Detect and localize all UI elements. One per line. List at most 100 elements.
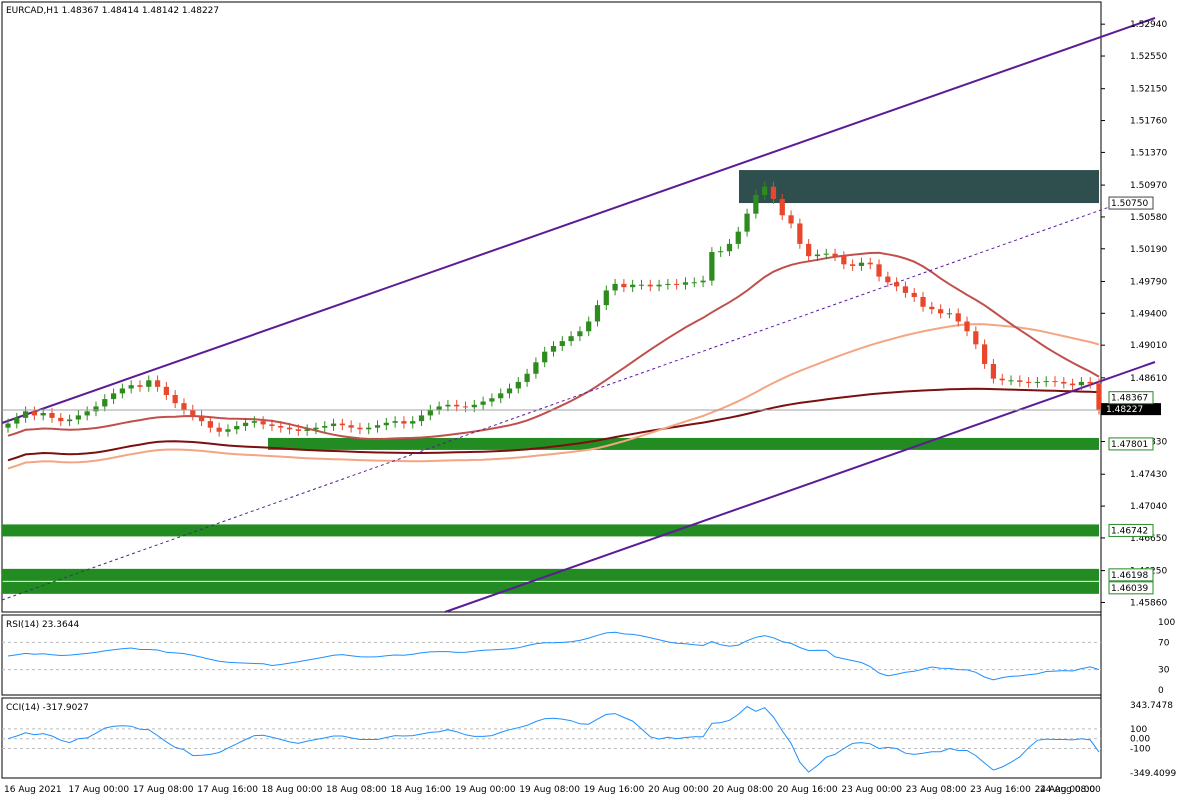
current-price-box [1101,403,1161,416]
candle-body [902,286,909,293]
x-tick-label: 17 Aug 08:00 [133,785,194,795]
candle-body [1008,380,1014,382]
candle-body [700,280,706,283]
candle-body [172,394,178,404]
y-tick-label: 1.49400 [1130,309,1167,319]
candle-body [295,429,301,431]
candle-body [1096,383,1102,410]
candle-body [242,422,249,427]
candle-body [990,363,997,379]
x-tick-label: 24 Aug 00:00 [1035,785,1096,795]
candle-body [119,388,125,394]
support-zone [268,437,1099,450]
candle-body [357,427,363,430]
candle-body [797,223,803,244]
channel-mid-dashed-line[interactable] [1,204,1116,601]
candles-layer [5,181,1102,437]
candle-body [858,262,865,266]
candle-body [674,283,680,285]
zone-label-box [1108,437,1154,451]
candle-body [550,345,557,352]
candle-body [832,253,838,257]
candle-body [1043,381,1049,383]
candle-body [269,424,275,427]
candle-body [489,398,495,402]
y-tick-label: 1.49790 [1130,277,1167,287]
candle-body [568,336,574,342]
candle-body [22,411,29,418]
candle-body [779,198,785,216]
channel-upper-line[interactable] [1,17,1156,424]
candle-body [84,411,90,416]
candle-body [876,264,882,277]
zone-label-box [1108,581,1154,595]
candle-body [339,423,345,426]
candle-body [885,276,891,283]
candle-body [436,406,442,410]
candle-body [938,309,944,314]
cci-pane-frame [1,697,1102,779]
candle-body [1017,380,1023,382]
candle-body [841,256,847,265]
candle-body [612,283,618,291]
cci-scale-label: 100 [1130,725,1147,735]
candle-body [480,401,486,405]
candle-body [454,404,460,407]
candle-body [1052,381,1058,383]
candle-body [374,425,381,428]
candle-body [577,331,583,337]
candle-body [163,386,169,395]
candle-body [234,426,240,430]
candle-body [1034,381,1041,383]
candle-body [682,282,689,285]
candle-body [498,393,504,399]
candle-body [506,388,513,394]
candle-body [894,282,900,287]
candle-body [278,426,284,428]
candle-body [313,427,319,430]
candle-body [630,284,636,288]
candle-body [304,429,310,431]
y-tick-label: 1.52940 [1130,20,1167,30]
candle-body [621,283,627,288]
candle-body [14,417,20,424]
x-tick-label: 23 Aug 00:00 [841,785,902,795]
candle-body [806,243,812,257]
x-tick-label: 24 Aug 08:00 [1040,785,1101,795]
candle-body [533,362,539,374]
y-tick-label: 1.48610 [1130,374,1167,384]
y-tick-label: 1.47040 [1130,502,1167,512]
zone-label-box [1108,523,1154,537]
candle-body [559,341,565,346]
candle-body [383,422,389,426]
candle-body [31,411,38,416]
x-tick-label: 20 Aug 00:00 [648,785,709,795]
candle-body [867,262,873,265]
rsi-header: RSI(14) 23.3644 [6,620,79,630]
candle-body [964,321,970,332]
candle-body [110,393,117,400]
candle-body [418,415,425,422]
candle-body [128,385,134,389]
candle-body [524,373,530,382]
candle-body [911,292,917,297]
resistance-zone [739,170,1099,204]
candle-body [955,313,961,322]
candle-body [982,344,988,364]
candle-body [102,399,108,407]
zone-label-text: 1.50750 [1111,199,1148,209]
candle-body [427,409,433,416]
cci-scale-label: -100 [1130,745,1151,755]
candle-body [718,251,724,253]
channel-lower-line[interactable] [444,361,1156,613]
candle-body [445,404,451,407]
x-tick-label: 17 Aug 16:00 [197,785,258,795]
candle-body [515,381,521,389]
rsi-layer: 100 70 30 0 [2,618,1175,696]
rsi-scale-label: 0 [1158,686,1164,696]
candle-body [330,423,337,427]
y-tick-label: 1.52550 [1130,52,1167,62]
